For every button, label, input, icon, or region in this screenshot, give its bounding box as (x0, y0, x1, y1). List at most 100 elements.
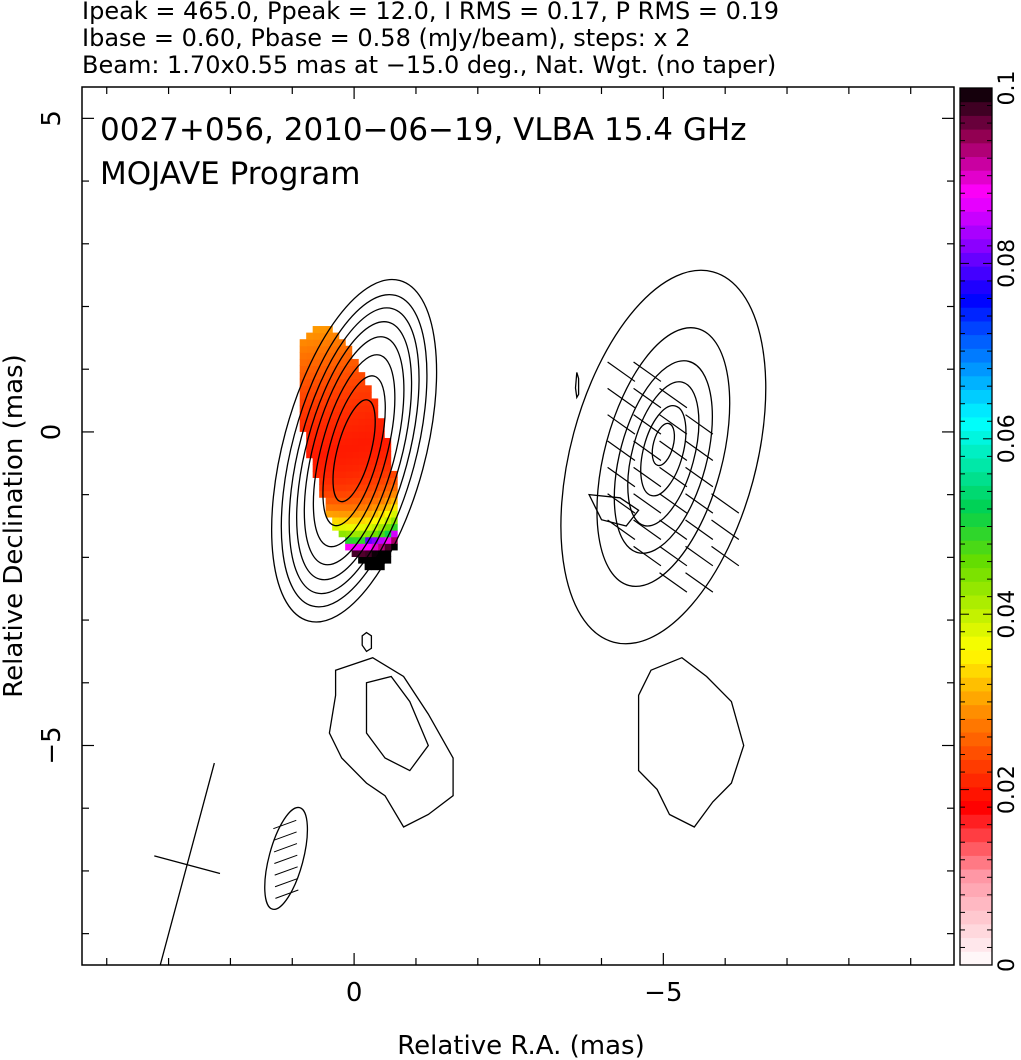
fractional-pol-pixel (358, 451, 366, 459)
evpa-vector (685, 519, 714, 540)
fractional-pol-pixel (351, 543, 359, 551)
fractional-pol-pixel (364, 411, 372, 419)
evpa-vector (711, 519, 740, 540)
fractional-pol-pixel (338, 391, 346, 399)
colorbar-swatch (960, 773, 992, 788)
fractional-pol-pixel (338, 497, 346, 505)
fractional-pol-pixel (306, 411, 314, 419)
fractional-pol-pixel (390, 536, 398, 544)
fractional-pol-pixel (325, 497, 333, 505)
fractional-pol-pixel (345, 391, 353, 399)
fractional-pol-pixel (306, 444, 314, 452)
fractional-pol-pixel (351, 431, 359, 439)
fractional-pol-pixel (358, 530, 366, 538)
evpa-vector (711, 545, 740, 567)
fractional-pol-pixel (371, 451, 379, 459)
fractional-pol-pixel (338, 464, 346, 472)
fractional-pol-pixel (351, 497, 359, 505)
fractional-pol-pixel (345, 451, 353, 459)
fractional-pol-pixel (384, 536, 392, 544)
evpa-vector (659, 440, 688, 461)
fractional-pol-pixel (338, 444, 346, 452)
fractional-pol-pixel (390, 510, 398, 518)
fractional-pol-pixel (338, 411, 346, 419)
fractional-pol-pixel (371, 477, 379, 485)
fractional-pol-pixel (351, 490, 359, 498)
fractional-pol-pixel (325, 411, 333, 419)
fractional-pol-pixel (384, 451, 392, 459)
fractional-pol-pixel (332, 391, 340, 399)
fractional-pol-pixel (377, 503, 385, 511)
fractional-pol-pixel (332, 470, 340, 478)
fractional-pol-pixel (306, 418, 314, 426)
colorbar-swatch (960, 567, 992, 582)
fractional-pol-pixel (371, 405, 379, 413)
fractional-pol-pixel (351, 516, 359, 525)
fractional-pol-pixel (325, 405, 333, 413)
colorbar-swatch (960, 129, 992, 144)
fractional-pol-pixel (306, 378, 314, 386)
polarized-intensity-contour (596, 327, 731, 587)
fractional-pol-pixel (351, 358, 359, 367)
fractional-pol-pixel (364, 391, 372, 399)
stokes-i-small-contour (361, 631, 373, 653)
fractional-pol-pixel (358, 418, 366, 426)
polarized-intensity-contour (613, 360, 714, 554)
colorbar-swatch (960, 595, 992, 610)
colorbar-swatch (960, 183, 992, 199)
colorbar-tick-label: 0.1 (995, 71, 1020, 106)
fractional-pol-pixel (312, 451, 320, 459)
fractional-pol-pixel (351, 510, 359, 518)
fractional-pol-pixel (377, 418, 385, 426)
fractional-pol-pixel (351, 378, 359, 386)
evpa-vector (685, 440, 714, 461)
fractional-pol-pixel (351, 418, 359, 426)
stokes-i-contour (303, 336, 405, 566)
fractional-pol-pixel (358, 372, 366, 380)
fractional-pol-pixel (345, 424, 353, 432)
fractional-pol-pixel (377, 444, 385, 452)
fractional-pol-pixel (364, 490, 372, 498)
fractional-pol-pixel (332, 345, 340, 353)
fractional-pol-pixel (364, 437, 372, 446)
fractional-pol-pixel (319, 385, 327, 393)
polarized-intensity-contour (627, 381, 700, 527)
fractional-pol-pixel (358, 549, 366, 558)
fractional-pol-pixel (332, 484, 340, 492)
fractional-pol-pixel (306, 358, 314, 367)
fractional-pol-pixel (358, 457, 366, 465)
fractional-pol-pixel (371, 497, 379, 505)
colorbar-swatch (960, 923, 992, 939)
evpa-vector (659, 545, 688, 567)
evpa-vector (633, 361, 662, 382)
fractional-pol-pixel (299, 365, 307, 373)
fractional-pol-pixel (312, 391, 320, 399)
fractional-pol-pixel (358, 398, 366, 406)
fractional-pol-pixel (338, 358, 346, 367)
fractional-pol-pixel (358, 464, 366, 472)
fractional-pol-pixel (345, 536, 353, 544)
beam-hatch-line (274, 877, 299, 888)
stokes-i-contour (312, 354, 396, 548)
fractional-pol-pixel (338, 516, 346, 525)
fractional-pol-pixel (332, 358, 340, 367)
fractional-pol-pixel (338, 418, 346, 426)
fractional-pol-pixel (332, 444, 340, 452)
fractional-pol-pixel (384, 549, 392, 558)
polarized-intensity-contour (640, 404, 687, 497)
plot-area (154, 269, 767, 965)
fractional-pol-pixel (319, 431, 327, 439)
fractional-pol-pixel (306, 339, 314, 347)
colorbar-swatch (960, 814, 992, 829)
evpa-vector (685, 493, 714, 514)
colorbar-swatch (960, 375, 992, 390)
fractional-pol-pixel (351, 477, 359, 485)
fractional-pol-pixel (332, 418, 340, 426)
fractional-pol-pixel (358, 470, 366, 478)
fractional-pol-pixel (299, 352, 307, 360)
fractional-pol-pixel (306, 345, 314, 353)
stokes-i-lower-contour (365, 675, 430, 772)
evpa-vector (607, 361, 636, 382)
fractional-pol-pixel (299, 398, 307, 406)
